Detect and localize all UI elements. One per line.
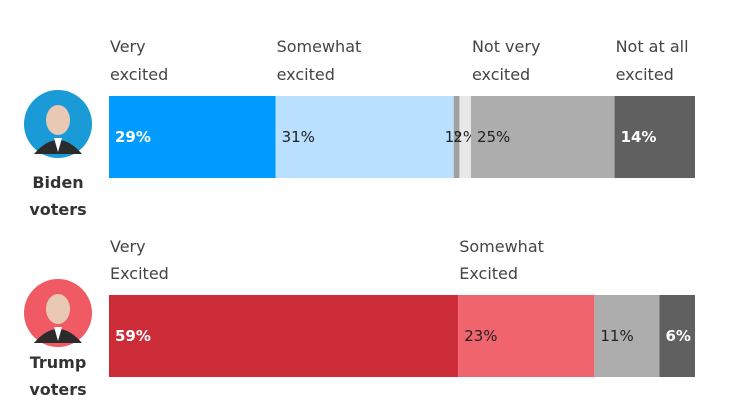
avatar-collar <box>54 138 62 152</box>
category-label: Very <box>110 237 146 256</box>
data-label: 6% <box>665 327 690 345</box>
data-label: 11% <box>600 327 633 345</box>
category-label: Somewhat <box>459 237 544 256</box>
category-label: excited <box>277 65 335 84</box>
voter-group-0: Biden voters 29% Very excited 31% Somewhat exci… <box>24 37 695 219</box>
bar-segment <box>659 295 695 377</box>
bar-segment <box>275 96 454 178</box>
bar-segment <box>614 96 695 178</box>
data-label: 29% <box>115 128 151 146</box>
bar-segment <box>470 96 615 178</box>
bar-segment <box>458 295 595 377</box>
bar-segment <box>453 96 460 178</box>
bar-segment <box>459 96 471 178</box>
category-label: excited <box>472 65 530 84</box>
data-label: 14% <box>621 128 657 146</box>
category-label: Not at all <box>616 37 689 56</box>
voter-group-1: Trump voters 59% Very Excited 23% Somewhat Exci… <box>24 237 695 399</box>
data-label: 31% <box>282 128 315 146</box>
voter-avatar-icon <box>24 279 92 347</box>
category-label: Excited <box>459 264 518 283</box>
category-label: Excited <box>110 264 169 283</box>
voter-avatar-icon <box>24 90 92 158</box>
category-label: excited <box>110 65 168 84</box>
bar-segment <box>109 295 459 377</box>
avatar-head <box>46 294 70 324</box>
group-label-line-1: voters <box>29 380 86 399</box>
data-label: 23% <box>464 327 497 345</box>
avatar-head <box>46 105 70 135</box>
group-label-line-0: Biden <box>32 173 83 192</box>
group-label-line-0: Trump <box>30 353 87 372</box>
group-label-line-1: voters <box>29 200 86 219</box>
bar-segment <box>594 295 660 377</box>
avatar-collar <box>54 327 62 341</box>
category-label: Somewhat <box>277 37 362 56</box>
data-label: 59% <box>115 327 151 345</box>
category-label: Very <box>110 37 146 56</box>
data-label: 25% <box>477 128 510 146</box>
category-label: excited <box>616 65 674 84</box>
bar-segment <box>109 96 276 178</box>
category-label: Not very <box>472 37 540 56</box>
